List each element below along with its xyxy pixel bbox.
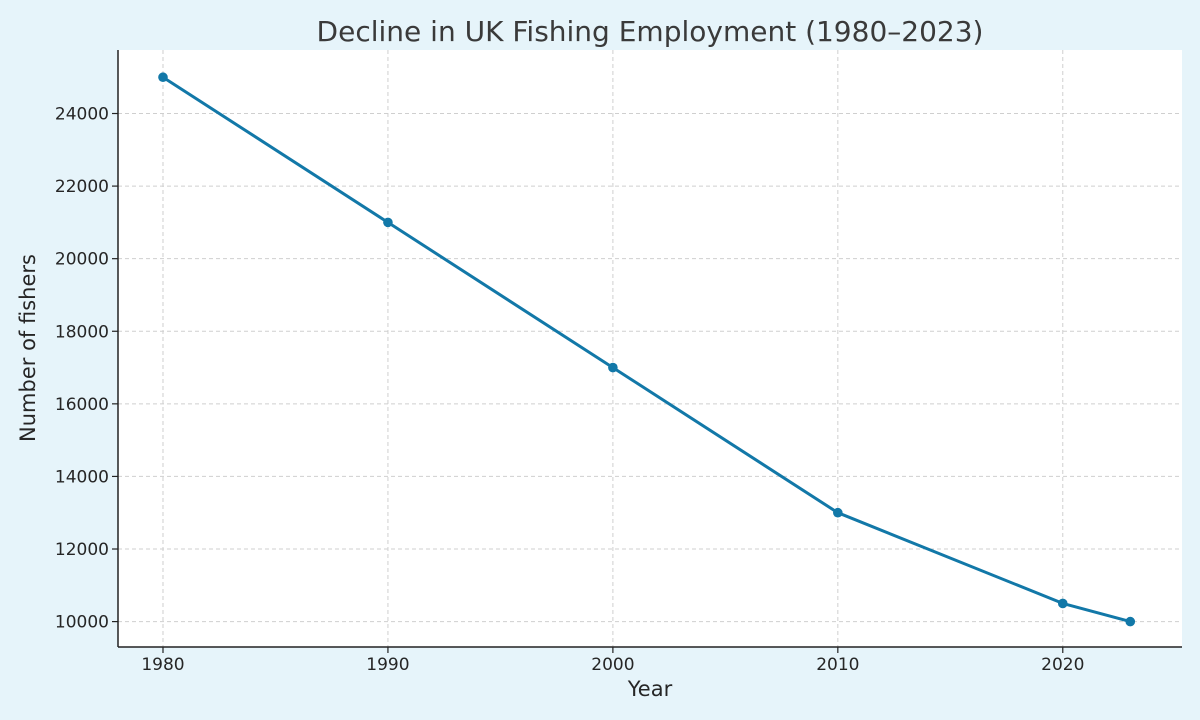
y-axis-label: Number of fishers [16, 254, 40, 442]
grid [118, 50, 1182, 647]
axes: 1980 1990 2000 2010 2020 10000 12000 14000 16000… [55, 50, 1182, 675]
series-layer [158, 72, 1136, 627]
data-point [1057, 598, 1068, 609]
y-tick-label: 20000 [55, 250, 109, 270]
y-tick-label: 12000 [55, 540, 109, 560]
data-point [383, 217, 393, 228]
data-point [608, 362, 618, 373]
data-point [833, 507, 843, 518]
y-tick-label: 22000 [55, 177, 109, 197]
x-tick-label: 1980 [141, 655, 184, 675]
y-tick-label: 14000 [55, 467, 109, 487]
y-tick-label: 24000 [55, 105, 109, 125]
data-point [158, 72, 168, 83]
x-tick-label: 1990 [366, 655, 409, 675]
x-tick-label: 2020 [1041, 655, 1084, 675]
x-tick-label: 2010 [816, 655, 859, 675]
data-point [1125, 616, 1136, 627]
x-axis-label: Year [627, 677, 673, 701]
series-line [162, 75, 1131, 624]
plot-area [118, 50, 1182, 647]
chart-title: Decline in UK Fishing Employment (1980–2… [317, 15, 984, 48]
y-tick-label: 16000 [55, 395, 109, 415]
y-tick-label: 18000 [55, 322, 109, 342]
x-tick-label: 2000 [591, 655, 634, 675]
y-tick-label: 10000 [55, 613, 109, 633]
